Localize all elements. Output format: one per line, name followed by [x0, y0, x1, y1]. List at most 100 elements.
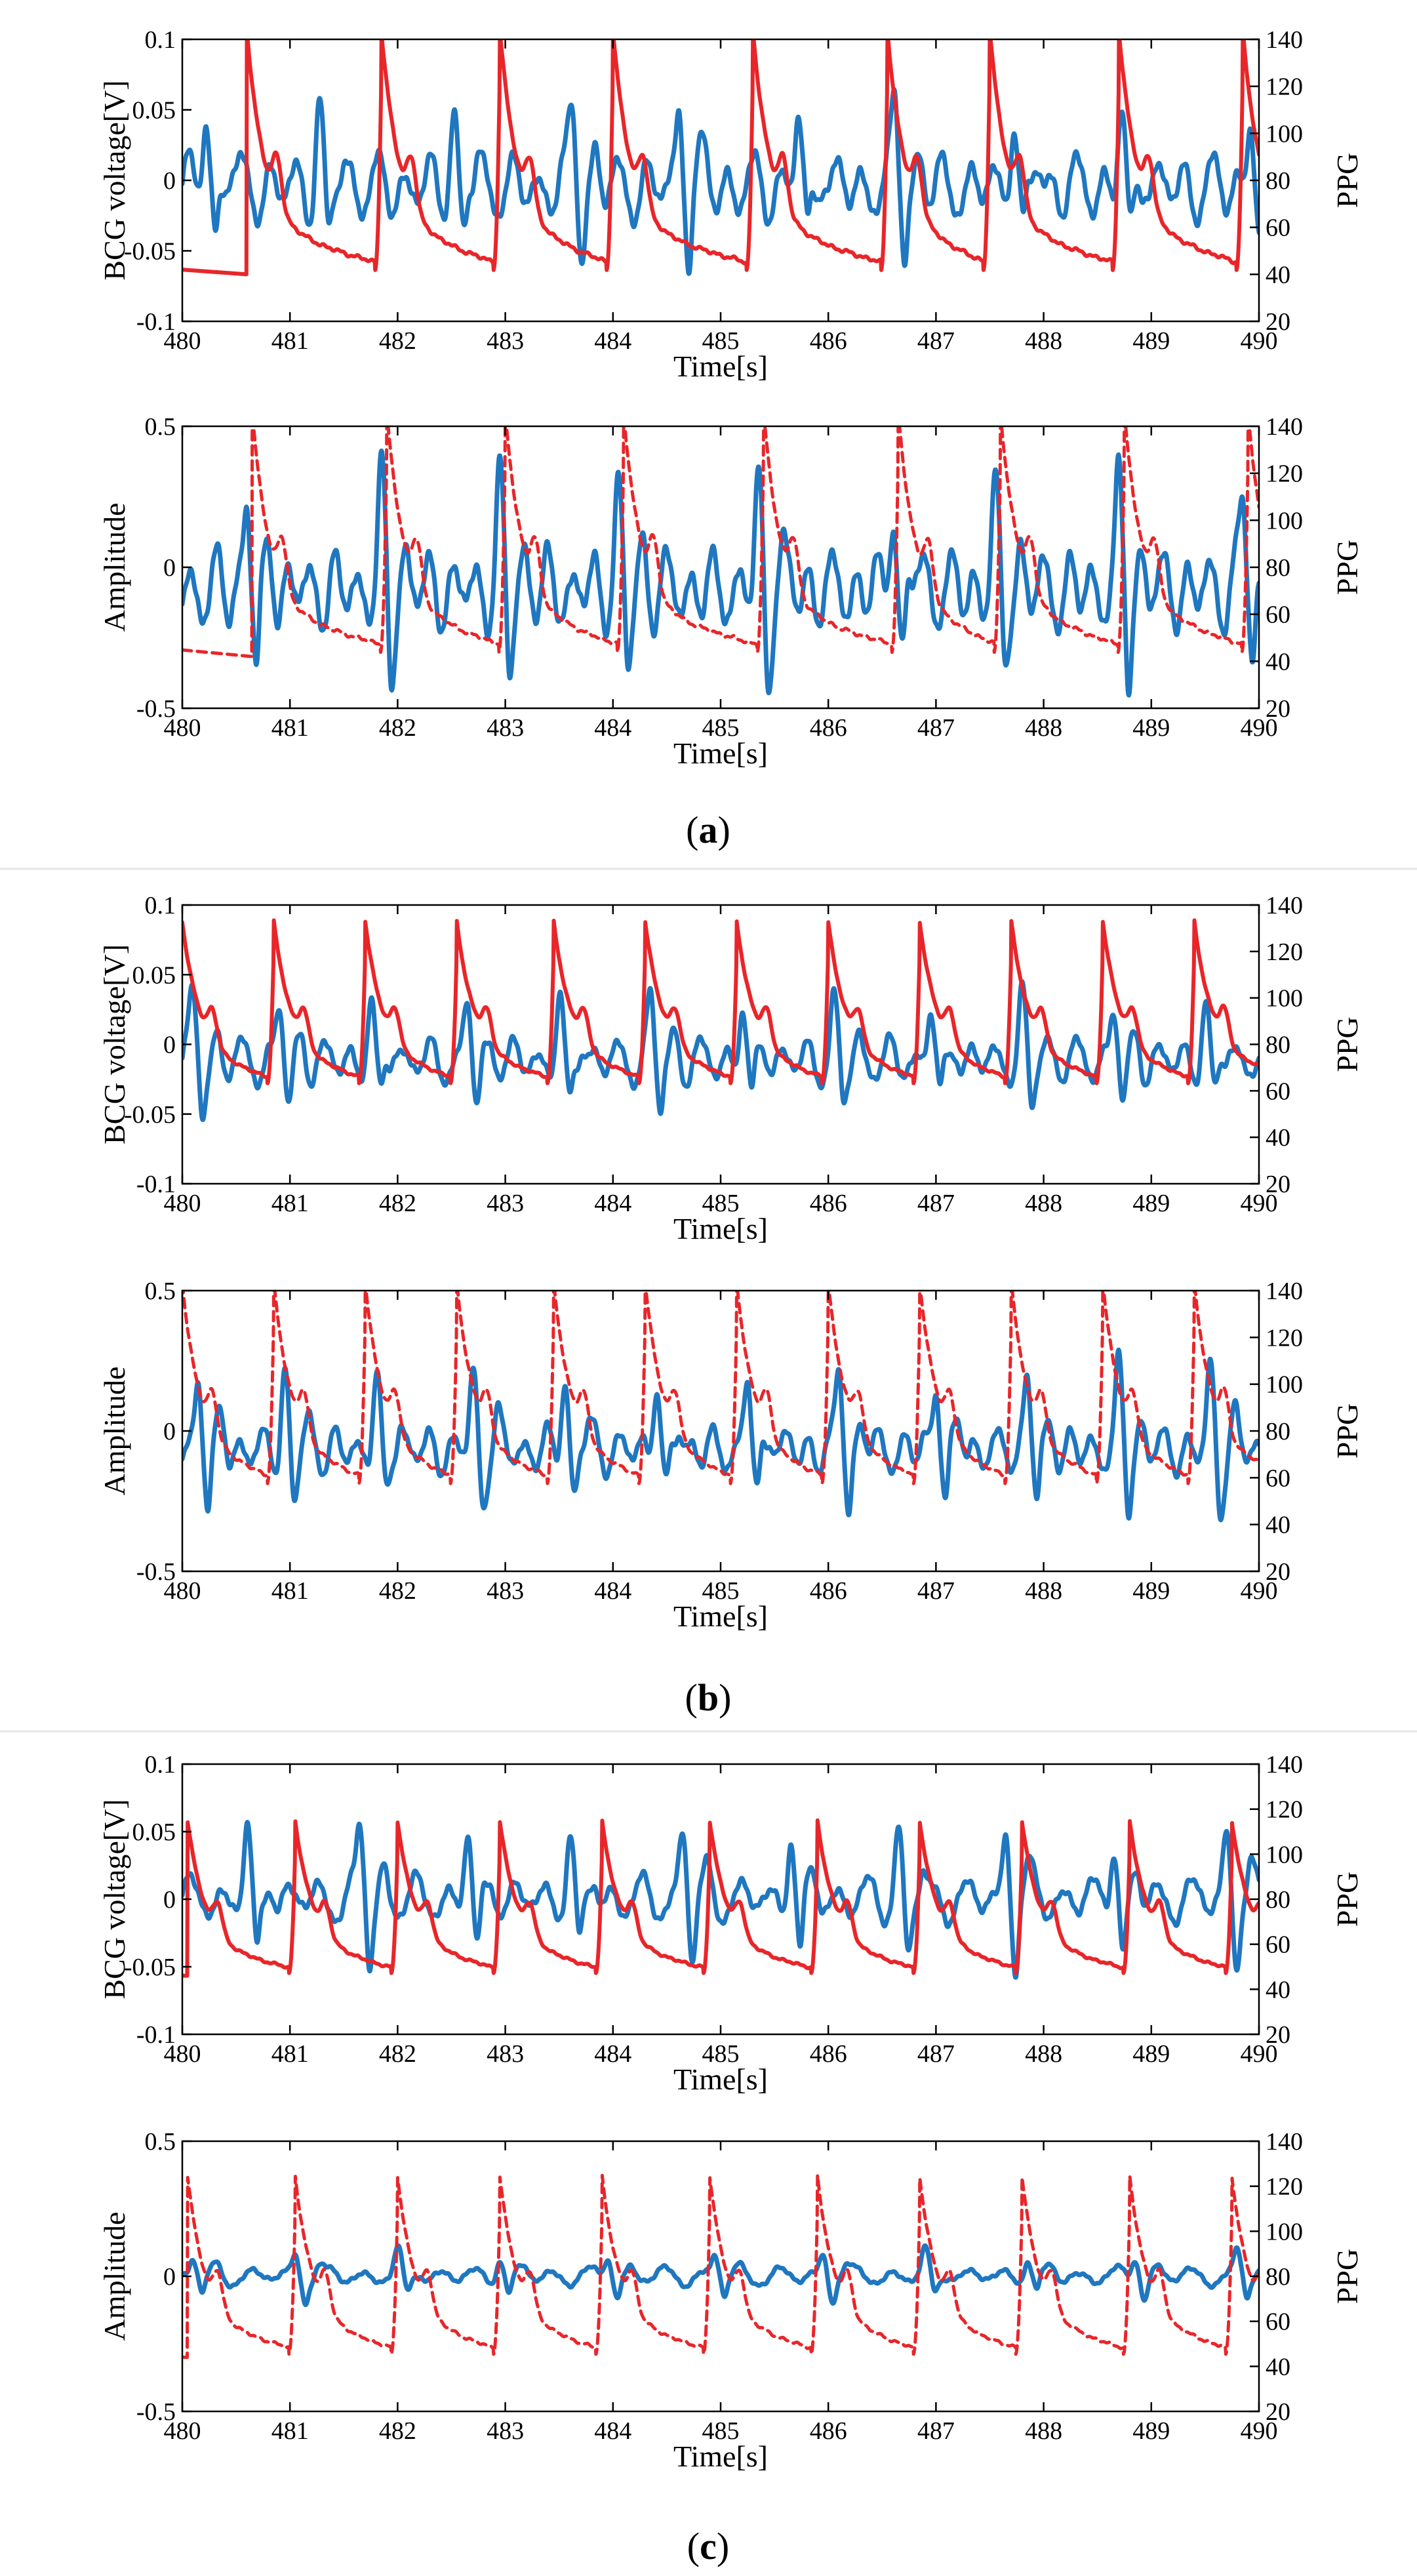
x-tick-label: 486	[810, 1577, 847, 1605]
y-tick-label: 0.1	[145, 892, 176, 919]
x-tick-label: 484	[594, 327, 631, 355]
chart-b-top: 480 481 482 483 484 485 486 487 488 489 490 -0.1 -0.…	[98, 892, 1364, 1245]
y2-tick-label: 100	[1266, 507, 1303, 534]
y2-tick-label: 140	[1266, 2128, 1303, 2156]
y2-tick-label: 100	[1266, 1841, 1303, 1868]
y-tick-label: 0.5	[145, 1278, 176, 1305]
y2-tick-label: 40	[1266, 1124, 1290, 1152]
x-tick-label: 490	[1241, 1577, 1278, 1605]
x-tick-label: 487	[917, 2417, 955, 2445]
x-tick-label: 486	[810, 1190, 847, 1217]
y2-tick-label: 120	[1266, 2173, 1303, 2201]
y2-tick-label: 60	[1266, 1931, 1290, 1959]
y-axis-label: BCG voltage[V]	[98, 944, 131, 1144]
panel-labels: (a) (b) (c)	[685, 809, 732, 2567]
x-tick-label: 483	[487, 1577, 524, 1605]
y2-tick-label: 40	[1266, 1512, 1290, 1539]
y2-tick-label: 20	[1266, 1558, 1290, 1586]
y2-axis-label: PPG	[1330, 153, 1364, 208]
y-tick-label: 0.1	[145, 26, 176, 54]
x-tick-label: 482	[379, 714, 416, 742]
x-tick-label: 486	[810, 2417, 847, 2445]
series-bcg-line	[182, 87, 1259, 276]
x-tick-label: 481	[271, 327, 309, 355]
y2-tick-label: 40	[1266, 261, 1290, 289]
x-tick-label: 480	[164, 1577, 201, 1605]
chart-c-top: 480 481 482 483 484 485 486 487 488 489 490 -0.1 -0.…	[98, 1751, 1364, 2096]
y2-tick-label: 140	[1266, 413, 1303, 441]
x-tick-label: 481	[271, 1577, 309, 1605]
y-tick-label: 0.5	[145, 413, 176, 441]
charts-layer: 480 481 482 483 484 485 486 487 488 489 490 -0.1 -0.…	[98, 26, 1364, 2473]
y-tick-label: -0.5	[136, 2398, 176, 2426]
x-tick-label: 480	[164, 2417, 201, 2445]
y-axis-label: Amplitude	[98, 503, 131, 632]
x-tick-label: 485	[702, 1190, 740, 1217]
series-ppg-line	[182, 918, 1259, 1085]
y2-tick-label: 60	[1266, 1077, 1290, 1105]
y-axis-label: BCG voltage[V]	[98, 1799, 131, 1999]
series-bcg-line	[182, 979, 1259, 1122]
y2-tick-label: 60	[1266, 601, 1290, 629]
series-amplitude-line	[182, 1347, 1259, 1523]
y-tick-label: -0.05	[124, 1954, 176, 1981]
x-tick-label: 488	[1025, 2417, 1062, 2445]
x-tick-label: 488	[1025, 714, 1062, 742]
y2-tick-label: 20	[1266, 308, 1290, 336]
y2-tick-label: 20	[1266, 695, 1290, 723]
x-tick-label: 487	[917, 714, 955, 742]
x-tick-label: 480	[164, 2040, 201, 2068]
x-axis-label: Time[s]	[673, 350, 768, 383]
y-tick-label: 0	[163, 167, 176, 195]
y-tick-label: 0	[163, 554, 176, 582]
x-tick-label: 480	[164, 327, 201, 355]
y2-tick-label: 100	[1266, 985, 1303, 1013]
y-tick-label: 0.05	[132, 961, 176, 989]
x-tick-label: 487	[917, 1190, 955, 1217]
x-tick-label: 490	[1241, 2417, 1278, 2445]
x-tick-label: 490	[1241, 1190, 1278, 1217]
y2-tick-label: 20	[1266, 2398, 1290, 2426]
x-tick-label: 481	[271, 1190, 309, 1217]
x-tick-label: 487	[917, 2040, 955, 2068]
y-tick-label: -0.05	[124, 1101, 176, 1129]
y-tick-label: 0.5	[145, 2128, 176, 2156]
x-axis-label: Time[s]	[673, 2063, 768, 2096]
x-tick-label: 483	[487, 2417, 524, 2445]
x-tick-label: 485	[702, 2040, 740, 2068]
y2-tick-label: 40	[1266, 648, 1290, 675]
x-tick-label: 488	[1025, 1190, 1062, 1217]
y2-tick-label: 140	[1266, 1751, 1303, 1779]
x-tick-label: 489	[1132, 1190, 1170, 1217]
series-ppg-line	[182, 2173, 1259, 2360]
x-tick-label: 489	[1132, 714, 1170, 742]
y2-tick-label: 20	[1266, 2021, 1290, 2049]
x-tick-label: 483	[487, 327, 524, 355]
x-tick-label: 480	[164, 714, 201, 742]
x-tick-label: 488	[1025, 1577, 1062, 1605]
y-tick-label: -0.05	[124, 238, 176, 266]
x-tick-label: 480	[164, 1190, 201, 1217]
series-bcg-line	[182, 1820, 1259, 1980]
y2-tick-label: 100	[1266, 120, 1303, 148]
x-tick-label: 485	[702, 714, 740, 742]
y2-tick-label: 140	[1266, 26, 1303, 54]
x-tick-label: 484	[594, 1577, 631, 1605]
y2-axis-label: PPG	[1330, 1016, 1364, 1072]
y2-tick-label: 80	[1266, 2263, 1290, 2291]
y2-tick-label: 80	[1266, 1418, 1290, 1445]
y-tick-label: -0.1	[136, 1171, 176, 1198]
panel-label-a: (a)	[686, 809, 730, 851]
y2-tick-label: 140	[1266, 1278, 1303, 1305]
x-tick-label: 484	[594, 2040, 631, 2068]
x-tick-label: 482	[379, 1190, 416, 1217]
x-tick-label: 482	[379, 1577, 416, 1605]
series-amplitude-line	[182, 2243, 1259, 2307]
y-axis-label: BCG voltage[V]	[98, 80, 131, 280]
y2-tick-label: 80	[1266, 1032, 1290, 1059]
y2-tick-label: 40	[1266, 1976, 1290, 2003]
y2-tick-label: 120	[1266, 1324, 1303, 1352]
x-tick-label: 484	[594, 714, 631, 742]
x-tick-label: 483	[487, 1190, 524, 1217]
